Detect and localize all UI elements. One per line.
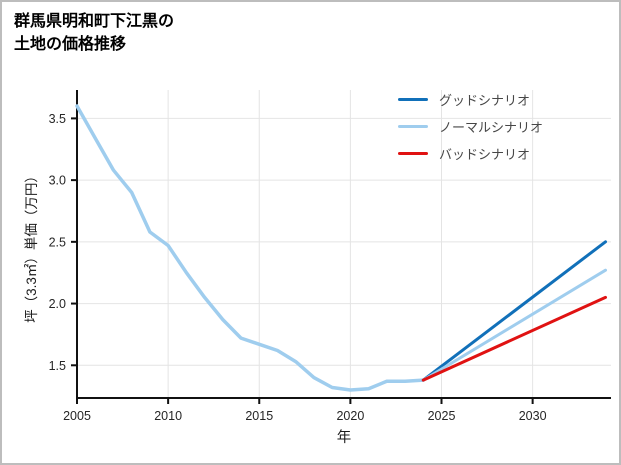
- series-normal-scenario: [421, 268, 607, 382]
- legend-swatch: [398, 124, 428, 128]
- legend-swatch: [398, 97, 428, 101]
- series-bad-scenario: [421, 295, 607, 382]
- x-tick-label: 2015: [245, 409, 273, 423]
- series-historical: [75, 104, 426, 392]
- x-tick-label: 2005: [63, 409, 91, 423]
- page-title-line-2: 土地の価格推移: [14, 36, 127, 54]
- y-tick-label: 3.5: [49, 112, 66, 126]
- x-tick-label: 2025: [428, 409, 456, 423]
- y-axis-label: 坪（3.3㎡）単価（万円）: [24, 169, 39, 323]
- series-good-scenario: [421, 240, 607, 382]
- page-title-line-1: 群馬県明和町下江黒の: [14, 13, 175, 30]
- legend-item-bad: バッドシナリオ: [398, 144, 543, 162]
- legend-item-normal: ノーマルシナリオ: [398, 117, 543, 135]
- y-tick-label: 1.5: [49, 359, 66, 373]
- legend: グッドシナリオ ノーマルシナリオ バッドシナリオ: [398, 90, 543, 171]
- legend-label: グッドシナリオ: [439, 92, 531, 108]
- x-tick-label: 2030: [519, 409, 547, 423]
- x-axis-label: 年: [336, 430, 352, 446]
- y-tick-label: 2.0: [49, 297, 66, 311]
- y-tick-label: 3.0: [49, 174, 66, 188]
- y-tick-label: 2.5: [49, 235, 66, 249]
- x-tick-label: 2010: [154, 409, 182, 423]
- legend-item-good: グッドシナリオ: [398, 90, 543, 108]
- legend-swatch: [398, 151, 428, 155]
- page-title: 群馬県明和町下江黒の 土地の価格推移: [14, 10, 174, 56]
- x-tick-label: 2020: [336, 409, 364, 423]
- legend-label: ノーマルシナリオ: [439, 119, 544, 135]
- legend-label: バッドシナリオ: [439, 146, 531, 162]
